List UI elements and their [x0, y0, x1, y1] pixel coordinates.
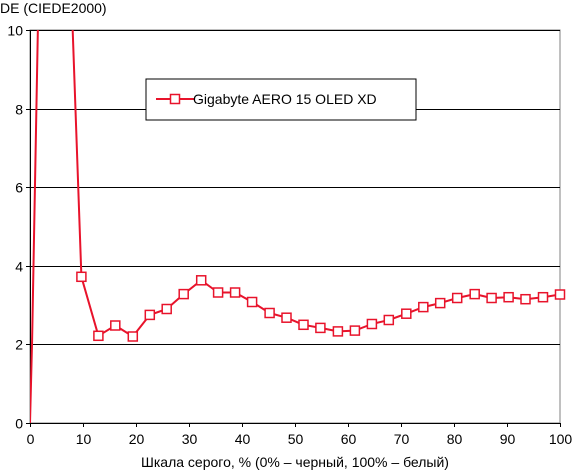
data-point-marker	[503, 291, 514, 303]
x-tick-label: 90	[500, 431, 516, 447]
data-point-marker	[298, 319, 309, 331]
y-axis-title: DE (CIEDE2000)	[0, 0, 107, 16]
x-tick-label: 100	[549, 431, 573, 447]
data-point-marker	[76, 271, 87, 283]
y-tick-label: 0	[15, 416, 23, 432]
data-point-marker	[246, 296, 258, 308]
data-point-marker	[161, 303, 172, 315]
x-tick-label: 10	[76, 431, 92, 447]
data-point-marker	[383, 314, 395, 326]
data-point-marker	[281, 312, 292, 323]
data-point-marker	[264, 307, 275, 319]
y-tick-label: 2	[15, 337, 23, 353]
data-point-marker	[110, 320, 121, 331]
data-point-marker	[195, 275, 207, 286]
x-tick-label: 60	[341, 431, 357, 447]
x-tick-label: 0	[27, 431, 35, 447]
data-point-marker	[486, 292, 497, 304]
x-tick-label: 30	[182, 431, 198, 447]
x-axis-title: Шкала серого, % (0% – черный, 100% – бел…	[141, 454, 449, 470]
markers-layer	[76, 271, 566, 342]
y-tick-label: 10	[7, 23, 23, 39]
y-tick-label: 8	[15, 102, 23, 118]
x-tick-label: 80	[447, 431, 463, 447]
data-point-marker	[212, 287, 224, 298]
data-point-marker	[366, 318, 378, 330]
data-point-marker	[401, 308, 412, 319]
x-tick-label: 40	[235, 431, 251, 447]
data-point-marker	[434, 297, 446, 309]
data-point-marker	[554, 289, 566, 300]
legend: Gigabyte AERO 15 OLED XD	[145, 78, 417, 121]
data-point-marker	[178, 288, 189, 300]
y-tick-label: 6	[15, 180, 23, 196]
x-tick-label: 20	[129, 431, 145, 447]
legend-marker-sample	[169, 93, 181, 105]
y-tick-label: 4	[15, 259, 23, 275]
data-point-marker	[229, 287, 241, 298]
data-point-marker	[469, 288, 480, 300]
legend-label: Gigabyte AERO 15 OLED XD	[193, 91, 377, 107]
x-tick-label: 70	[394, 431, 410, 447]
data-point-marker	[349, 325, 361, 336]
data-point-marker	[537, 291, 549, 303]
data-point-marker	[332, 326, 344, 337]
data-point-marker	[144, 309, 156, 321]
data-point-marker	[315, 322, 326, 334]
gridlines	[30, 30, 560, 345]
data-point-marker	[418, 301, 429, 313]
data-point-marker	[451, 292, 463, 304]
x-tick-label: 50	[288, 431, 304, 447]
data-point-marker	[127, 331, 139, 342]
data-point-marker	[520, 293, 531, 305]
data-point-marker	[93, 330, 104, 342]
